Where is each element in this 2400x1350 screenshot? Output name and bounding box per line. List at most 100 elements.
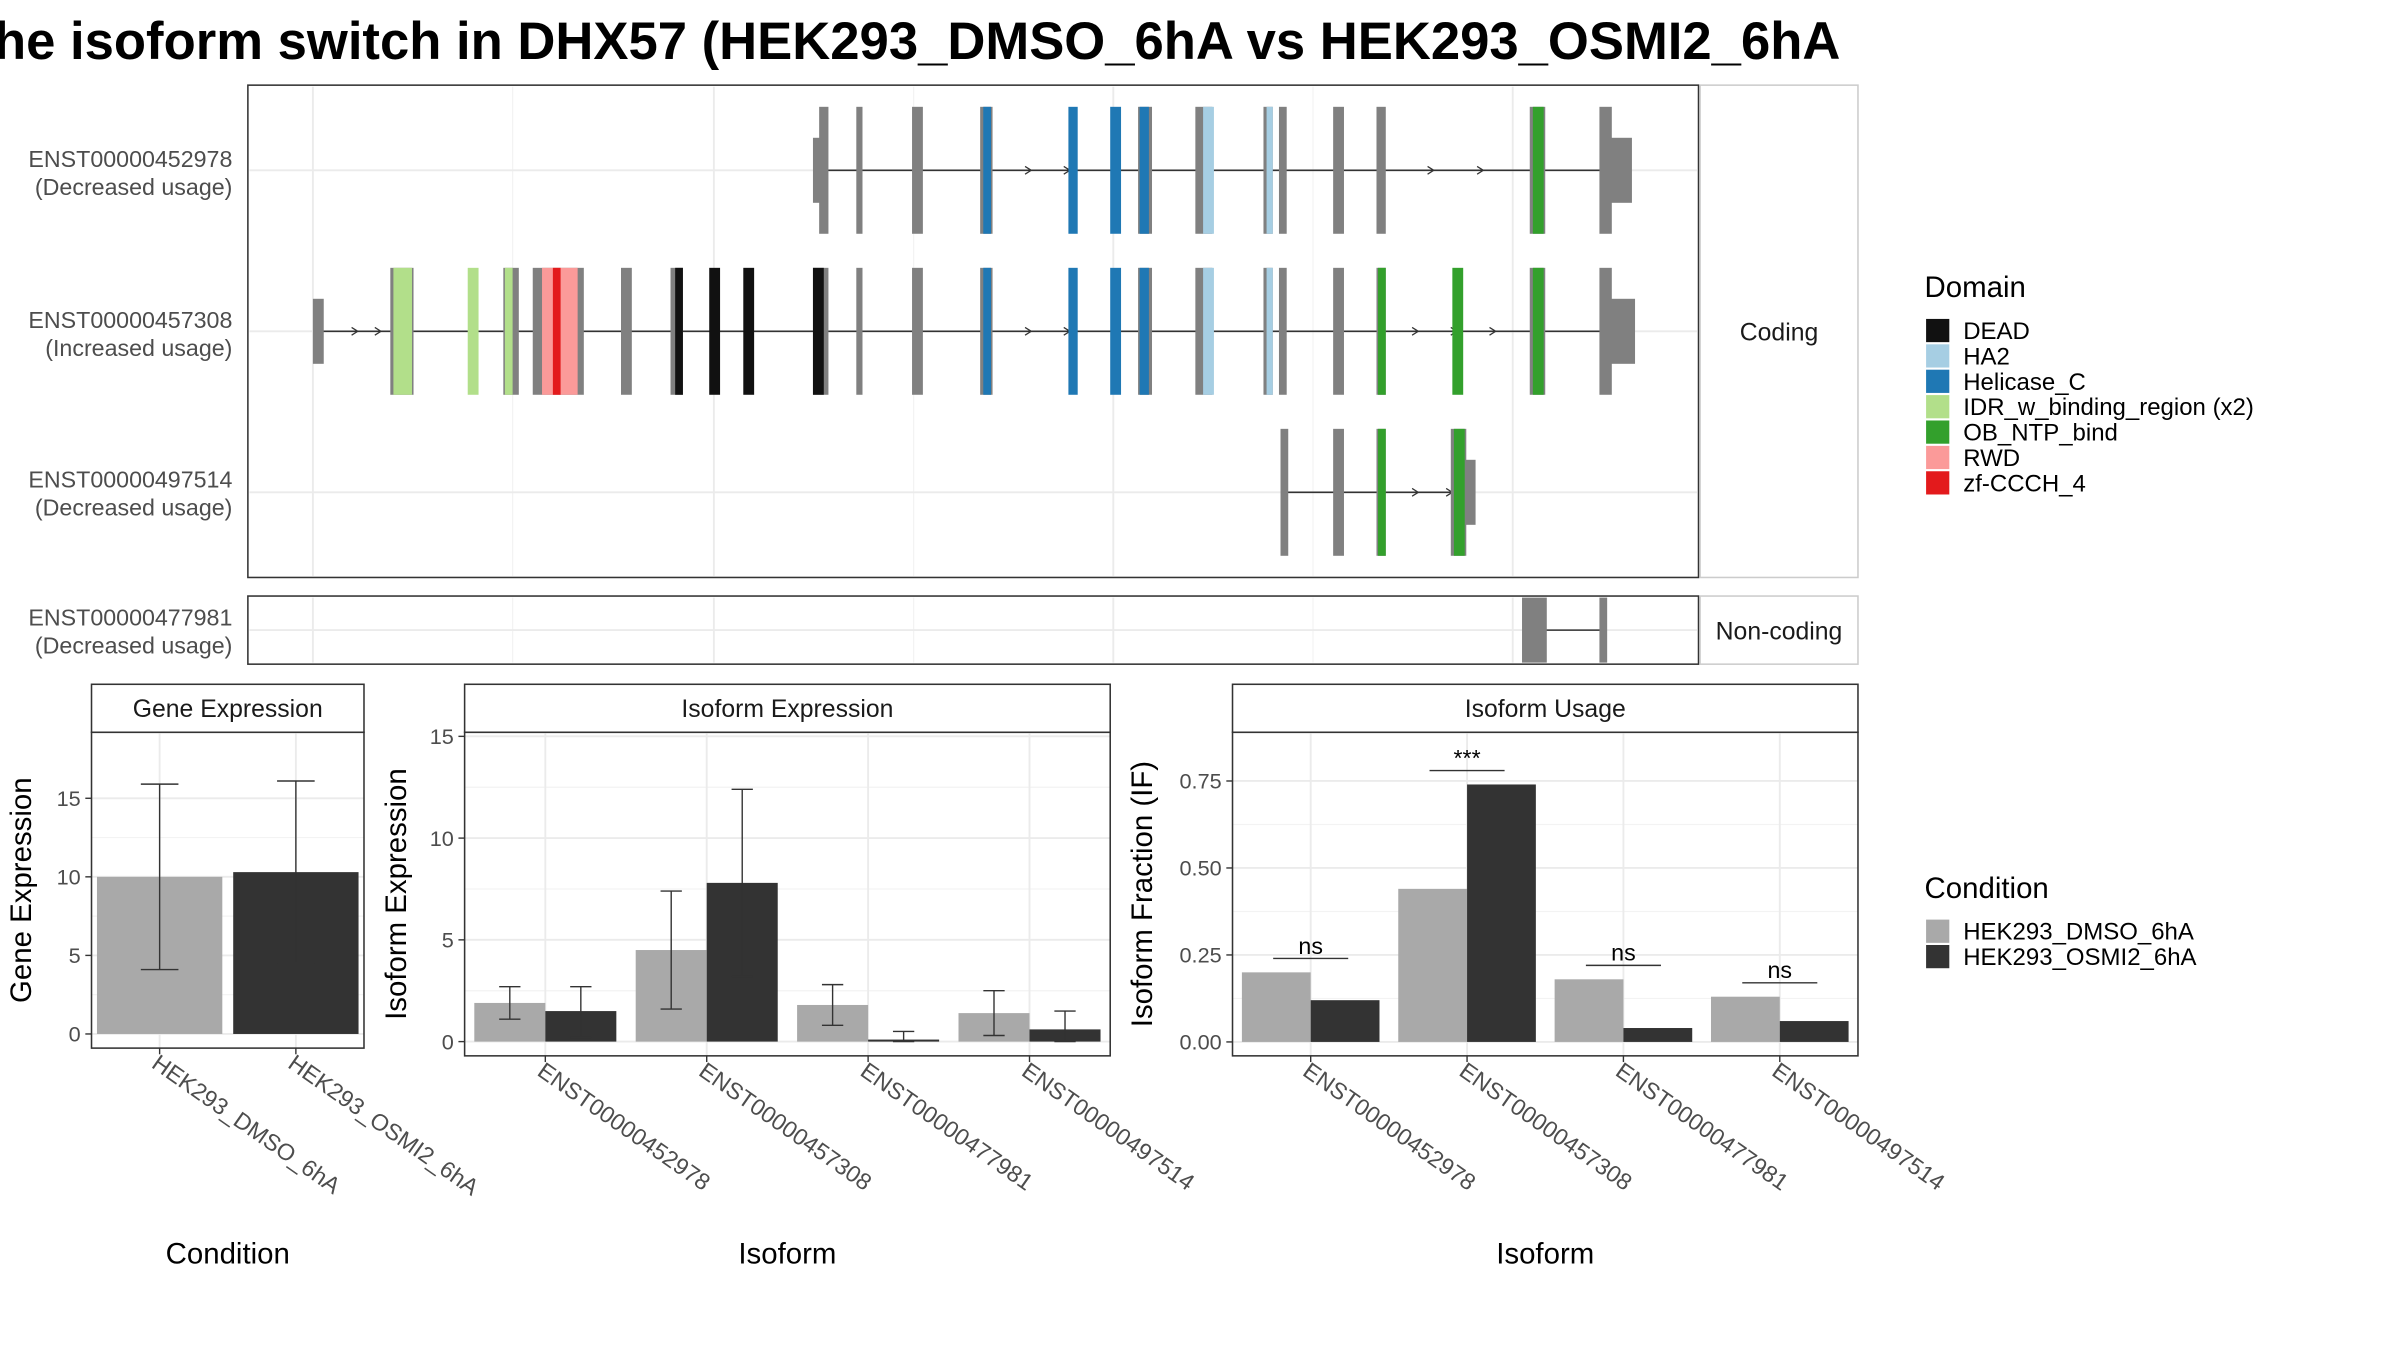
exon [1333,106,1344,234]
bar [1554,979,1624,1042]
legend-label: IDR_w_binding_region (x2) [1963,394,2254,421]
exon [983,267,991,395]
exon [912,267,923,395]
exon [675,267,683,395]
exon [552,267,561,395]
x-axis-title: Isoform [738,1237,836,1270]
x-tick-label: ENST00000452978 [533,1057,715,1195]
panel-title: Isoform Usage [1465,696,1626,723]
x-tick-label: ENST00000477981 [1611,1057,1793,1195]
condition-legend-title: Condition [1925,872,2049,905]
coding-strip-label: Coding [1740,320,1818,347]
exon [1068,106,1078,234]
exon [1376,106,1386,234]
noncoding-exon [1522,597,1547,663]
y-tick-label: 0 [69,1022,81,1047]
exon [1068,267,1078,395]
exon [912,106,923,234]
transcript-label-id: ENST00000452978 [28,146,232,172]
exon [856,106,863,234]
exon [1378,428,1386,556]
exon [1266,267,1273,395]
transcript-label-usage: (Decreased usage) [35,495,232,521]
y-tick-label: 0.75 [1180,769,1222,794]
x-tick-label: ENST00000477981 [856,1057,1038,1195]
noncoding-exon [1599,597,1608,663]
transcript-label-usage: (Decreased usage) [35,632,232,658]
transcript-label-id: ENST00000457308 [28,307,232,333]
utr-exon [812,137,823,203]
legend-swatch [1926,471,1950,495]
direction-arrow [1427,165,1435,175]
panel-border [1231,731,1859,1057]
exon [819,106,829,234]
bar [1623,1028,1693,1042]
panel-title: Gene Expression [133,696,323,723]
noncoding-panel-grid [249,597,1697,663]
panel-strip [463,683,1111,734]
y-tick-label: 0.50 [1180,856,1222,881]
legend-swatch [1926,318,1950,343]
noncoding-strip-label: Non-coding [1716,618,1843,645]
legend-swatch [1926,919,1950,943]
exon [1203,267,1214,395]
y-tick-label: 10 [430,826,454,851]
bar [1241,972,1311,1042]
exon [1139,267,1149,395]
bar [1467,784,1536,1042]
legend-swatch [1926,445,1950,470]
y-tick-label: 0.25 [1180,943,1222,968]
exon [1110,106,1122,234]
direction-arrow [351,326,359,336]
legend-swatch [1926,945,1950,969]
exon [504,267,513,395]
x-tick-label: ENST00000457308 [1455,1057,1637,1195]
isoform-usage-chart: Isoform Usage ns *** ns ns 0.00 0.25 0.50 0.75 EN… [1126,683,1950,1270]
y-tick-label: 5 [442,928,454,953]
transcript-label-id: ENST00000477981 [28,604,232,630]
y-tick-label: 15 [57,786,81,811]
exon [467,267,479,395]
exon [1139,106,1149,234]
exon [709,267,721,395]
x-tick-label: ENST00000497514 [1017,1057,1199,1195]
legend-swatch [1926,344,1950,368]
direction-arrow [1476,165,1485,175]
transcript-label-id: ENST00000497514 [28,467,232,493]
legend-swatch [1926,369,1950,393]
exon [812,267,824,395]
exon [1110,267,1122,395]
exon [1532,267,1544,395]
x-axis-title: Isoform [1496,1237,1594,1270]
exon [1278,106,1287,234]
bar [1310,1000,1380,1042]
transcript-structure-plot: Coding Non-coding ENST00000452978 (Decre… [28,84,1859,665]
exon [1452,267,1464,395]
x-tick-label: ENST00000452978 [1299,1057,1481,1195]
x-tick-label: ENST00000497514 [1768,1057,1950,1195]
legend-label: DEAD [1963,318,2030,345]
x-tick-label: ENST00000457308 [695,1057,877,1195]
direction-arrow [1411,326,1420,336]
direction-arrow [1489,326,1497,336]
exon [983,106,991,234]
exon [1203,106,1214,234]
y-tick-label: 0.00 [1180,1030,1222,1055]
isoform-expression-chart: Isoform Expression051015ENST00000452978E… [380,683,1199,1270]
coding-panel-border [247,84,1700,579]
coding-strip [1699,84,1859,579]
significance-label: ns [1298,933,1323,959]
exon [1333,428,1344,556]
figure-title: he isoform switch in DHX57 (HEK293_DMSO_… [0,12,1840,71]
transcript-models [312,106,1636,663]
y-tick-label: 10 [57,865,81,890]
noncoding-strip [1699,595,1859,665]
significance-label: *** [1454,745,1481,771]
transcript-label-usage: (Decreased usage) [35,174,232,200]
y-tick-label: 15 [430,724,454,749]
bar [1398,888,1468,1042]
significance-label: ns [1768,957,1793,983]
legend-label: OB_NTP_bind [1963,420,2118,447]
bar [1779,1021,1849,1042]
